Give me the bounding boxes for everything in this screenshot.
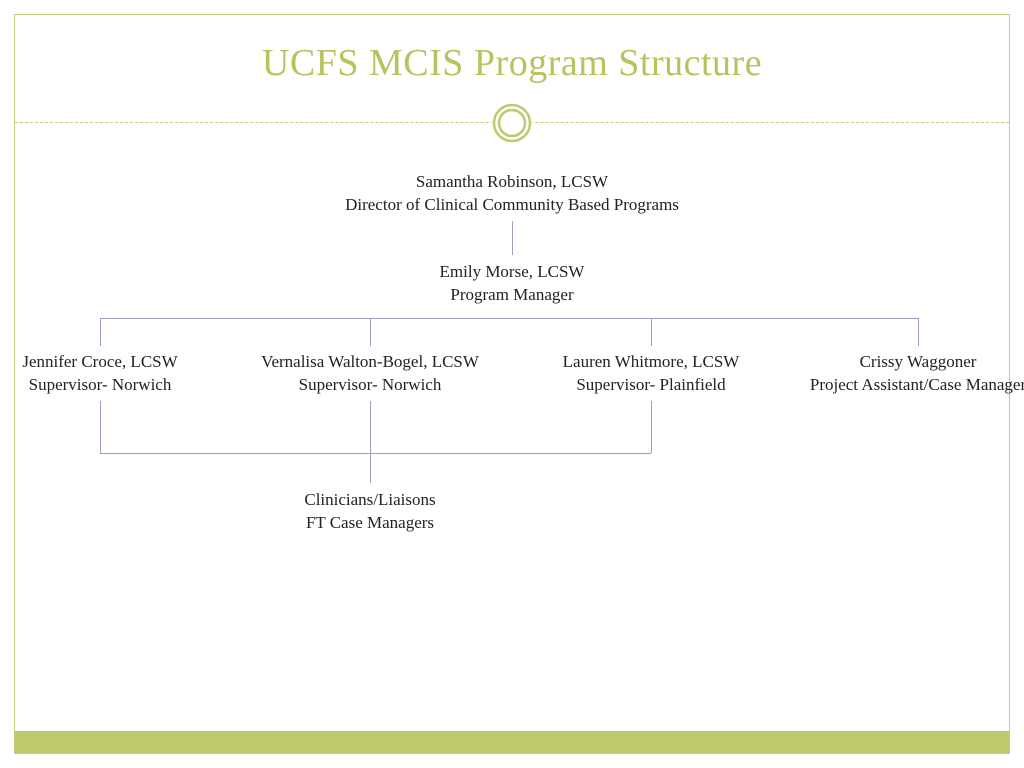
node-sup3: Lauren Whitmore, LCSW Supervisor- Plainf… [563, 351, 740, 397]
node-manager-role: Program Manager [440, 284, 585, 307]
node-sup2: Vernalisa Walton-Bogel, LCSW Supervisor-… [261, 351, 479, 397]
node-bottom: Clinicians/Liaisons FT Case Managers [304, 489, 435, 535]
node-sup3-role: Supervisor- Plainfield [563, 374, 740, 397]
node-manager: Emily Morse, LCSW Program Manager [440, 261, 585, 307]
node-sup3-name: Lauren Whitmore, LCSW [563, 351, 740, 374]
node-director: Samantha Robinson, LCSW Director of Clin… [345, 171, 679, 217]
connector-down-1 [100, 401, 101, 453]
node-manager-name: Emily Morse, LCSW [440, 261, 585, 284]
node-bottom-line2: FT Case Managers [304, 512, 435, 535]
connector-to-bottom [370, 453, 371, 483]
org-chart: Samantha Robinson, LCSW Director of Clin… [15, 143, 1009, 623]
connector-v1 [512, 221, 513, 255]
connector-down-2 [370, 401, 371, 453]
connector-down-3 [651, 401, 652, 453]
title-divider [15, 103, 1009, 143]
node-sup2-role: Supervisor- Norwich [261, 374, 479, 397]
node-sup4: Crissy Waggoner Project Assistant/Case M… [810, 351, 1024, 397]
node-sup1-role: Supervisor- Norwich [22, 374, 177, 397]
connector-drop-3 [651, 318, 652, 346]
connector-h-bottom [100, 453, 651, 454]
divider-circle-icon [492, 103, 532, 143]
node-sup2-name: Vernalisa Walton-Bogel, LCSW [261, 351, 479, 374]
node-sup1-name: Jennifer Croce, LCSW [22, 351, 177, 374]
node-sup4-role: Project Assistant/Case Manager [810, 374, 1024, 397]
node-sup4-name: Crissy Waggoner [810, 351, 1024, 374]
node-director-name: Samantha Robinson, LCSW [345, 171, 679, 194]
connector-drop-2 [370, 318, 371, 346]
slide-title: UCFS MCIS Program Structure [15, 41, 1009, 85]
slide-frame: UCFS MCIS Program Structure Samantha Rob… [14, 14, 1010, 754]
node-director-role: Director of Clinical Community Based Pro… [345, 194, 679, 217]
connector-h-top [100, 318, 918, 319]
node-sup1: Jennifer Croce, LCSW Supervisor- Norwich [22, 351, 177, 397]
node-bottom-line1: Clinicians/Liaisons [304, 489, 435, 512]
footer-accent-bar [15, 731, 1009, 753]
connector-drop-1 [100, 318, 101, 346]
connector-drop-4 [918, 318, 919, 346]
